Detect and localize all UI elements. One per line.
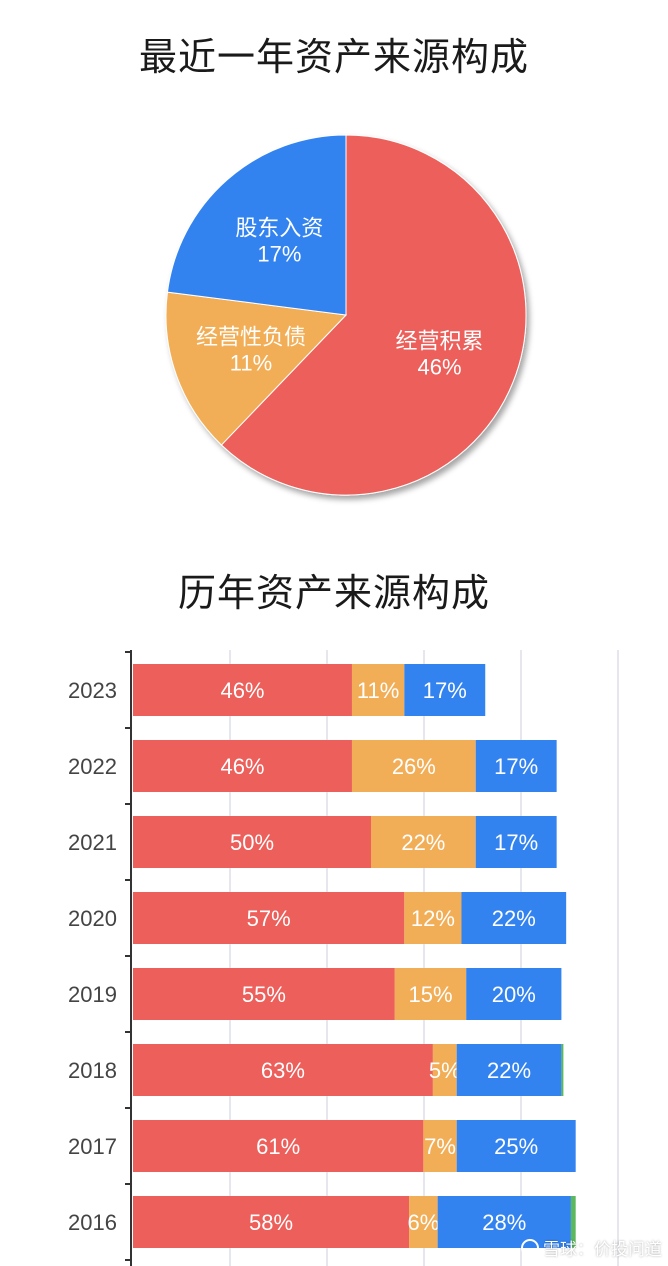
bar-segment	[133, 892, 405, 944]
bar-data-label: 50%	[230, 830, 274, 855]
category-tick-label: 2022	[68, 754, 117, 779]
bar-segment	[133, 968, 395, 1020]
bar-segment	[133, 664, 352, 716]
bar-segment	[475, 740, 557, 792]
bar-segment	[133, 1196, 410, 1248]
bar-data-label: 11%	[357, 678, 399, 703]
bar-segment	[394, 968, 467, 1020]
bar-data-label: 57%	[247, 906, 291, 931]
bar-data-label: 6%	[407, 1210, 439, 1235]
bar-data-label: 17%	[494, 830, 538, 855]
bar-segment	[133, 1044, 433, 1096]
bar-segment	[432, 1044, 457, 1096]
bar-data-label: 46%	[220, 754, 264, 779]
pie-slice	[166, 134, 347, 316]
bar-data-label: 25%	[494, 1134, 538, 1159]
snowball-logo-icon	[521, 1238, 539, 1257]
bar-data-label: 63%	[261, 1058, 305, 1083]
category-tick-label: 2021	[68, 830, 117, 855]
watermark-text: 雪球：价投问道	[543, 1240, 662, 1259]
bar-segment	[561, 1044, 564, 1096]
bar-data-label: 15%	[408, 982, 452, 1007]
bar-data-label: 28%	[482, 1210, 526, 1235]
category-tick-label: 2017	[68, 1134, 117, 1159]
bar-segment	[409, 1196, 438, 1248]
bar-data-label: 46%	[220, 678, 264, 703]
bar-data-label: 22%	[492, 906, 536, 931]
bar-data-label: 58%	[249, 1210, 293, 1235]
pie-slice-percent: 17%	[257, 241, 301, 266]
bar-data-label: 7%	[424, 1134, 456, 1159]
category-tick-label: 2020	[68, 906, 117, 931]
pie-slice-percent: 46%	[418, 355, 462, 380]
bar-segment	[404, 892, 462, 944]
pie-slice-label: 经营积累	[396, 329, 484, 354]
stacked-bar-chart: 2023 46% 11% 17% 2022 46% 26% 17% 2021 50% 22% 17% 2…	[68, 650, 619, 1266]
bar-segment	[404, 664, 486, 716]
category-tick-label: 2018	[68, 1058, 117, 1083]
watermark: 雪球：价投问道	[521, 1235, 662, 1260]
bar-data-label: 22%	[401, 830, 445, 855]
bar-data-label: 55%	[242, 982, 286, 1007]
bar-data-label: 5%	[429, 1058, 461, 1083]
bar-data-label: 17%	[423, 678, 467, 703]
bar-segment	[475, 816, 557, 868]
bar-segment	[351, 740, 476, 792]
bar-segment	[437, 1196, 571, 1248]
bar-data-label: 22%	[487, 1058, 531, 1083]
category-tick-label: 2023	[68, 678, 117, 703]
pie-slice	[220, 134, 527, 496]
bar-segment	[351, 664, 405, 716]
bar-segment	[133, 816, 371, 868]
bar-data-label: 20%	[492, 982, 536, 1007]
bar-data-label: 12%	[411, 906, 455, 931]
bar-segment	[456, 1120, 576, 1172]
bar-data-label: 26%	[392, 754, 436, 779]
pie-slice-percent: 11%	[230, 351, 272, 376]
category-tick-label: 2019	[68, 982, 117, 1007]
bar-segment	[133, 1120, 424, 1172]
bar-segment	[456, 1044, 562, 1096]
bar-segment	[461, 892, 567, 944]
pie-chart-title: 最近一年资产来源构成	[138, 35, 529, 79]
pie-slice-label: 经营性负债	[196, 325, 306, 350]
category-tick-label: 2016	[68, 1210, 117, 1235]
bar-segment	[570, 1196, 576, 1248]
bar-segment	[371, 816, 476, 868]
bar-segment	[466, 968, 562, 1020]
pie-slice-label: 股东入资	[235, 215, 323, 240]
bar-segment	[423, 1120, 457, 1172]
bar-data-label: 61%	[256, 1134, 300, 1159]
bar-segment	[133, 740, 352, 792]
bar-data-label: 17%	[494, 754, 538, 779]
pie-slice	[165, 291, 348, 446]
bar-chart-title: 历年资产来源构成	[177, 571, 490, 615]
